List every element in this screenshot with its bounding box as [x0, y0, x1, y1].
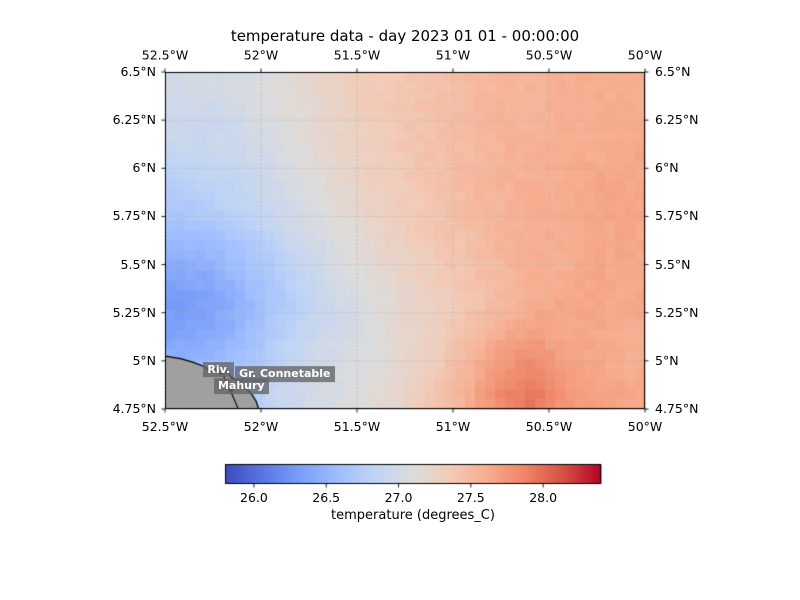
chart-title: temperature data - day 2023 01 01 - 00:0… — [230, 27, 580, 45]
colorbar-label: temperature (degrees_C) — [331, 508, 495, 523]
